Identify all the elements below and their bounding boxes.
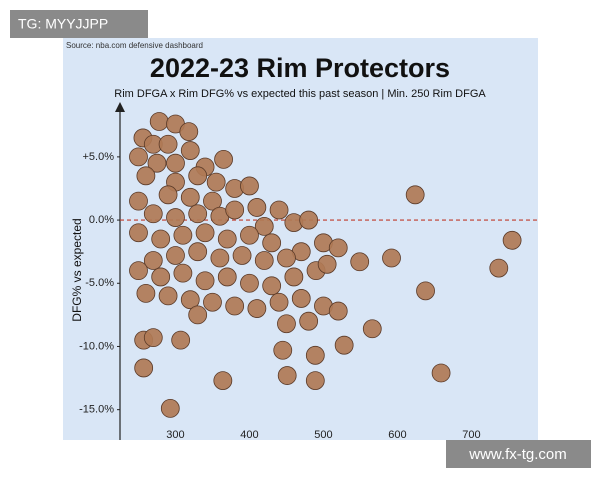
point — [213, 371, 233, 390]
point — [173, 225, 193, 245]
point — [240, 273, 259, 293]
point — [269, 292, 289, 312]
point — [334, 335, 354, 355]
point — [151, 267, 171, 287]
y-axis-label: DFG% vs expected — [70, 218, 84, 321]
x-tick-label: 300 — [166, 429, 184, 441]
point — [143, 204, 163, 224]
point — [225, 296, 245, 316]
y-tick-label: 0.0% — [89, 214, 114, 226]
point — [214, 150, 233, 169]
y-tick-label: +5.0% — [83, 151, 115, 163]
point — [173, 263, 193, 283]
y-axis-arrow — [115, 102, 125, 112]
point — [179, 122, 199, 141]
point — [206, 172, 226, 192]
watermark: TG: MYYJJPP — [18, 16, 108, 32]
point — [203, 292, 222, 312]
source: Source: nba.com defensive dashboard — [66, 41, 203, 50]
point — [158, 185, 178, 205]
watermark: www.fx-tg.com — [468, 446, 567, 463]
point — [254, 216, 274, 236]
point — [247, 299, 267, 318]
y-tick-label: -5.0% — [85, 277, 114, 289]
x-tick-label: 700 — [462, 429, 480, 441]
y-tick-label: -15.0% — [79, 404, 114, 416]
point — [180, 290, 200, 310]
point — [362, 319, 382, 339]
point — [129, 223, 148, 243]
point — [225, 200, 245, 220]
point — [240, 176, 259, 196]
point — [273, 340, 293, 360]
point — [305, 371, 325, 390]
point — [269, 200, 289, 220]
point — [328, 238, 348, 258]
point — [160, 399, 180, 418]
point — [299, 311, 319, 331]
point — [262, 233, 282, 253]
point — [149, 112, 169, 131]
point — [284, 267, 304, 287]
point — [203, 191, 222, 211]
point — [217, 267, 237, 287]
point — [431, 363, 451, 383]
point — [277, 314, 296, 334]
point — [305, 345, 325, 365]
point — [277, 248, 296, 268]
chart-subtitle: Rim DFGA x Rim DFG% vs expected this pas… — [114, 88, 486, 100]
point — [254, 251, 274, 270]
point — [299, 210, 319, 230]
point — [136, 166, 156, 186]
point — [232, 246, 252, 265]
point — [134, 358, 154, 378]
y-tick-label: -10.0% — [79, 340, 114, 352]
point — [143, 328, 163, 348]
point — [328, 301, 348, 321]
point — [405, 185, 425, 205]
point — [147, 153, 167, 173]
point — [166, 208, 185, 227]
point — [166, 246, 185, 265]
x-tick-label: 500 — [314, 429, 332, 441]
point — [291, 289, 311, 308]
point — [350, 252, 370, 272]
watermark-box — [446, 440, 591, 468]
point — [416, 281, 435, 301]
point — [129, 191, 148, 211]
point — [136, 283, 156, 303]
point — [317, 254, 337, 274]
x-tick-label: 600 — [388, 429, 406, 441]
point — [502, 230, 522, 250]
point — [188, 166, 208, 186]
point — [217, 229, 237, 249]
point — [382, 248, 401, 268]
point — [158, 134, 178, 154]
point — [489, 258, 509, 278]
point — [210, 248, 230, 268]
point — [188, 204, 208, 224]
point — [188, 242, 208, 262]
point — [195, 271, 215, 291]
point — [158, 286, 178, 306]
point — [151, 229, 171, 249]
point — [277, 366, 297, 385]
point — [129, 147, 148, 167]
point — [247, 198, 267, 217]
point — [171, 330, 191, 350]
point — [166, 153, 185, 173]
chart-title: 2022-23 Rim Protectors — [150, 53, 450, 83]
point — [240, 225, 259, 245]
watermark-box — [10, 10, 148, 38]
point — [143, 251, 163, 270]
point — [262, 276, 282, 296]
point — [180, 141, 200, 160]
point — [188, 305, 208, 325]
x-tick-label: 400 — [240, 429, 258, 441]
point — [180, 187, 200, 207]
point — [195, 223, 215, 243]
point — [129, 261, 148, 281]
